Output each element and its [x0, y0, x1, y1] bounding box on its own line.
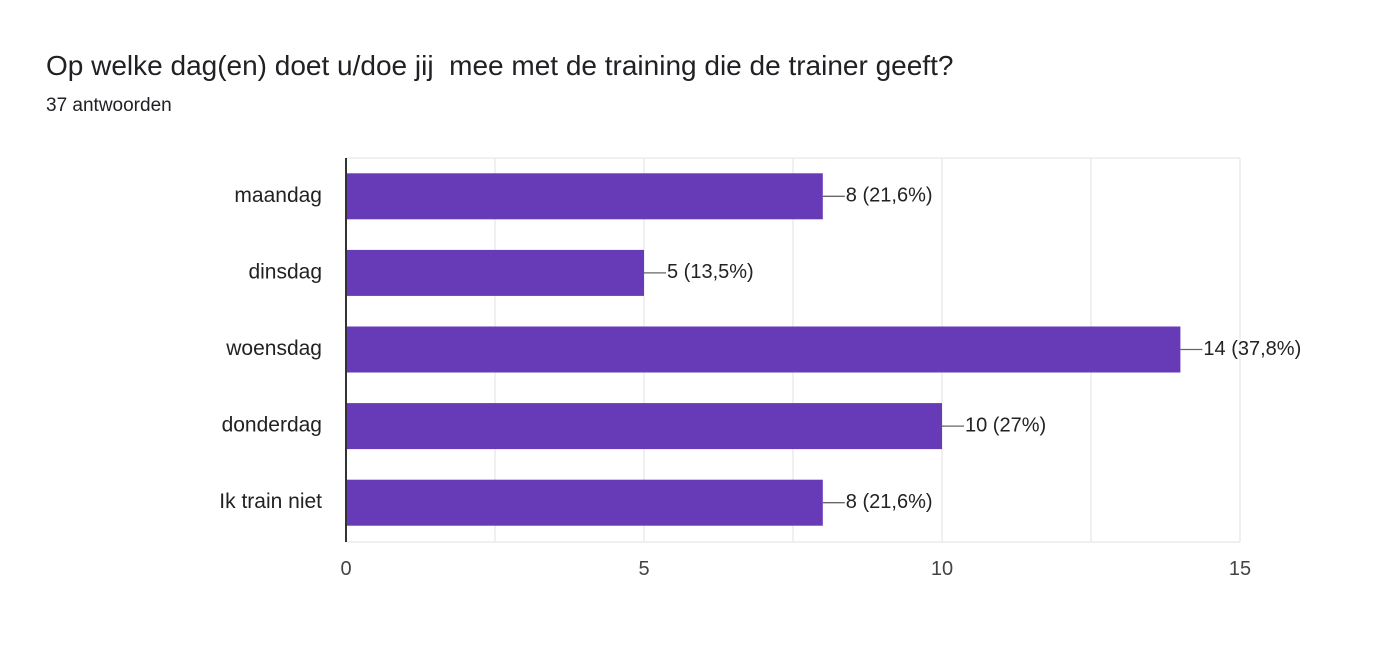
response-count: 37 antwoorden: [46, 95, 172, 116]
question-title: Op welke dag(en) doet u/doe jij mee met …: [46, 50, 954, 81]
x-tick-label: 15: [1229, 558, 1251, 580]
x-tick-label: 10: [931, 558, 953, 580]
bars: [346, 173, 1181, 526]
category-label: donderdag: [222, 414, 322, 437]
axes: 0 5 10 15: [340, 158, 1251, 580]
bar: [346, 173, 823, 220]
data-label: 14 (37,8%): [1203, 338, 1301, 360]
bar: [346, 403, 942, 450]
data-label: 10 (27%): [965, 414, 1046, 436]
data-label: 5 (13,5%): [667, 261, 754, 283]
category-label: maandag: [234, 184, 322, 207]
data-label: 8 (21,6%): [846, 185, 933, 207]
x-tick-label: 0: [340, 558, 351, 580]
category-label: woensdag: [225, 337, 322, 360]
data-label: 8 (21,6%): [846, 491, 933, 513]
bar: [346, 249, 644, 296]
category-label: Ik train niet: [219, 490, 322, 513]
category-label: dinsdag: [248, 260, 322, 283]
bar: [346, 326, 1181, 373]
labels: maandag 8 (21,6%) dinsdag 5 (13,5%) woensdag…: [219, 184, 1301, 513]
x-tick-label: 5: [638, 558, 649, 580]
bar: [346, 479, 823, 526]
